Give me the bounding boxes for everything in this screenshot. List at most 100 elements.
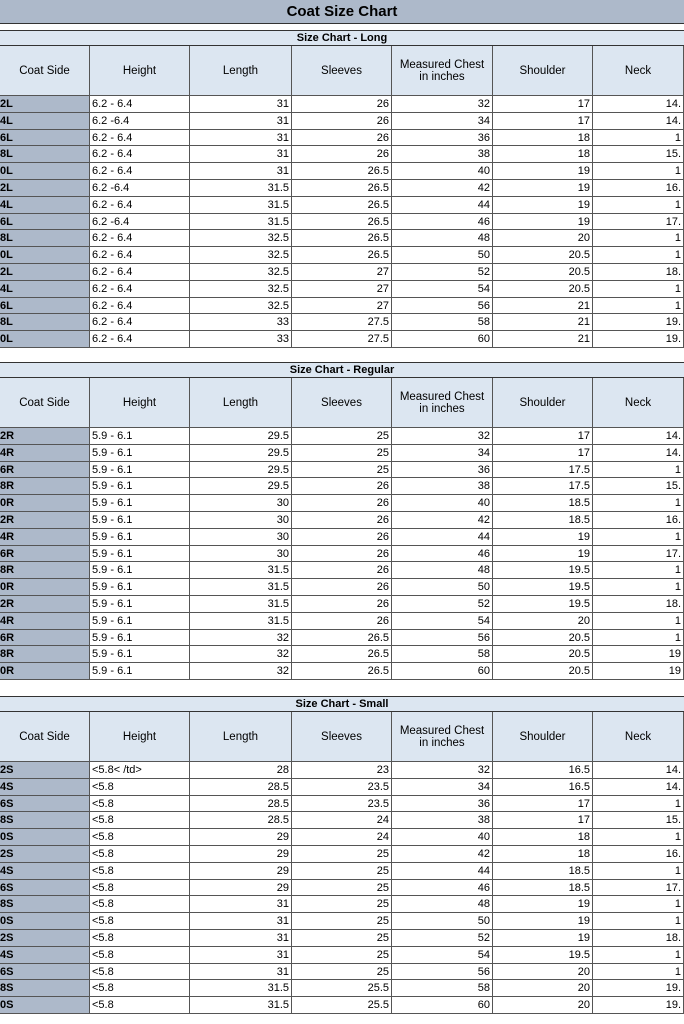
- cell: 25: [292, 845, 392, 863]
- cell: 18.: [593, 595, 684, 613]
- header-cell: Measured Chest in inches: [392, 46, 493, 96]
- cell: 17.: [593, 545, 684, 563]
- cell: 31: [190, 96, 292, 113]
- cell: 34: [392, 778, 493, 796]
- header-cell: Neck: [593, 378, 684, 428]
- cell: 29: [190, 862, 292, 880]
- cell: 29: [190, 845, 292, 863]
- cell: 29: [190, 829, 292, 846]
- data-row: 8S <5.8 31 25 48 19 1: [0, 896, 684, 914]
- cell: 28.5: [190, 795, 292, 813]
- data-row: 0L 6.2 - 6.4 33 27.5 60 21 19.: [0, 331, 684, 348]
- cell: 4R: [0, 444, 90, 462]
- cell: 31: [190, 896, 292, 914]
- cell: 2L: [0, 263, 90, 281]
- cell: 60: [392, 331, 493, 348]
- cell: 2L: [0, 179, 90, 197]
- cell: 32: [392, 96, 493, 113]
- cell: 31: [190, 163, 292, 180]
- cell: 8S: [0, 812, 90, 830]
- cell: 19: [493, 213, 593, 231]
- cell: 1: [593, 829, 684, 846]
- cell: 26.5: [292, 196, 392, 214]
- cell: 1: [593, 862, 684, 880]
- cell: 4R: [0, 612, 90, 630]
- cell: 31.5: [190, 595, 292, 613]
- cell: 6.2 - 6.4: [90, 96, 190, 113]
- data-row: 0S <5.8 29 24 40 18 1: [0, 829, 684, 846]
- cell: 32.5: [190, 230, 292, 248]
- cell: 19: [493, 196, 593, 214]
- cell: 1: [593, 963, 684, 981]
- cell: 38: [392, 812, 493, 830]
- cell: 20: [493, 980, 593, 998]
- cell: <5.8: [90, 997, 190, 1014]
- cell: 6.2 - 6.4: [90, 146, 190, 164]
- sheet-title: Coat Size Chart: [0, 0, 684, 24]
- cell: 20: [493, 963, 593, 981]
- cell: 26.5: [292, 230, 392, 248]
- cell: 54: [392, 946, 493, 964]
- cell: 29.5: [190, 478, 292, 496]
- cell: 1: [593, 946, 684, 964]
- cell: <5.8: [90, 879, 190, 897]
- cell: 27: [292, 263, 392, 281]
- cell: 25: [292, 963, 392, 981]
- header-cell: Coat Side: [0, 712, 90, 762]
- cell: 14.: [593, 428, 684, 445]
- cell: 26: [292, 495, 392, 512]
- cell: 5.9 - 6.1: [90, 461, 190, 479]
- cell: 60: [392, 663, 493, 680]
- cell: 27: [292, 280, 392, 298]
- cell: 0S: [0, 913, 90, 930]
- cell: 5.9 - 6.1: [90, 579, 190, 596]
- cell: 28.5: [190, 778, 292, 796]
- cell: 54: [392, 280, 493, 298]
- cell: 58: [392, 646, 493, 664]
- cell: 58: [392, 314, 493, 332]
- data-row: 0L 6.2 - 6.4 32.5 26.5 50 20.5 1: [0, 247, 684, 264]
- header-cell: Length: [190, 378, 292, 428]
- data-row: 2L 6.2 - 6.4 32.5 27 52 20.5 18.: [0, 263, 684, 281]
- data-row: 6R 5.9 - 6.1 30 26 46 19 17.: [0, 545, 684, 563]
- cell: 17: [493, 96, 593, 113]
- cell: 18.5: [493, 495, 593, 512]
- cell: 5.9 - 6.1: [90, 663, 190, 680]
- cell: 44: [392, 196, 493, 214]
- cell: 1: [593, 562, 684, 580]
- cell: 48: [392, 230, 493, 248]
- cell: <5.8: [90, 963, 190, 981]
- cell: 30: [190, 511, 292, 529]
- cell: 32.5: [190, 247, 292, 264]
- cell: 26: [292, 511, 392, 529]
- header-cell: Neck: [593, 712, 684, 762]
- data-row: 0R 5.9 - 6.1 32 26.5 60 20.5 19: [0, 663, 684, 680]
- cell: 23: [292, 762, 392, 779]
- data-row: 6L 6.2 - 6.4 31 26 36 18 1: [0, 129, 684, 147]
- header-cell: Sleeves: [292, 712, 392, 762]
- cell: 31: [190, 929, 292, 947]
- cell: 5.9 - 6.1: [90, 595, 190, 613]
- cell: 48: [392, 896, 493, 914]
- cell: 0L: [0, 247, 90, 264]
- cell: 14.: [593, 444, 684, 462]
- cell: 33: [190, 331, 292, 348]
- cell: 25: [292, 879, 392, 897]
- cell: 21: [493, 331, 593, 348]
- cell: 1: [593, 163, 684, 180]
- data-row: 8R 5.9 - 6.1 29.5 26 38 17.5 15.: [0, 478, 684, 496]
- cell: 14.: [593, 96, 684, 113]
- header-cell: Sleeves: [292, 46, 392, 96]
- cell: 31.5: [190, 196, 292, 214]
- cell: 16.5: [493, 778, 593, 796]
- header-cell: Neck: [593, 46, 684, 96]
- cell: 8L: [0, 314, 90, 332]
- section-title: Size Chart - Long: [0, 30, 684, 46]
- header-row: Coat Side Height Length Sleeves Measured Che…: [0, 46, 684, 96]
- cell: 31.5: [190, 213, 292, 231]
- data-row: 4S <5.8 28.5 23.5 34 16.5 14.: [0, 778, 684, 796]
- cell: 19.: [593, 331, 684, 348]
- cell: 19: [493, 929, 593, 947]
- cell: 0S: [0, 997, 90, 1014]
- cell: 18: [493, 829, 593, 846]
